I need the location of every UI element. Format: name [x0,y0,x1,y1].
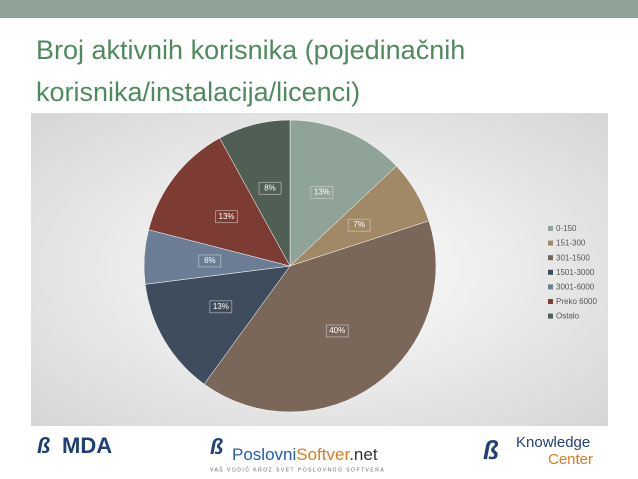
data-label-box [209,300,233,314]
pie-slice [219,119,291,267]
data-label: 7% [353,220,365,229]
legend-swatch [548,255,553,261]
legend-swatch [548,240,553,246]
data-label: 13% [219,212,235,221]
logo-tagline: VAŠ VODIČ KROZ SVET POSLOVNOG SOFTVERA [210,466,385,473]
data-label: 8% [264,183,276,192]
legend-swatch [548,226,553,231]
data-label-box [258,181,282,195]
logo: Knowledge [516,434,590,451]
legend-swatch [548,269,553,275]
data-label-box [198,254,222,268]
pie-slice [144,265,291,385]
logo-part: .net [349,445,378,464]
legend: 0-150 151-300 301-1500 1501-3000 3001-6000 Pr… [548,224,597,321]
legend-swatch [548,299,553,304]
logo-mark: ß [210,434,223,459]
logo-mark: ß [37,433,50,458]
logo: MDA [62,433,112,458]
pie-slice [289,119,397,267]
data-label: 6% [204,256,216,265]
title-line: Broj aktivnih korisnika (pojedinačnih [36,35,465,65]
data-label: 40% [329,326,345,335]
legend-label: Ostalo [556,312,580,321]
logo-part: Softver [296,445,350,464]
data-label: 13% [314,187,330,196]
data-label-box [215,210,238,224]
legend-swatch [548,284,553,290]
legend-label: 3001-6000 [556,283,595,292]
legend-label: 151-300 [556,239,586,248]
pie: 13% 7% 40% 13% 6% 13% 8% [143,119,437,413]
pie-slice [148,137,291,267]
top-bar [0,0,638,18]
pie-slice [203,220,437,413]
legend-label: Preko 6000 [556,297,597,306]
logo: Center [548,451,593,468]
logo-part: Poslovni [232,445,296,464]
logo: PoslovniSoftver.net [232,445,378,464]
data-label-box [347,218,371,232]
title-line: korisnika/instalacija/licenci) [36,77,360,107]
data-label-box [325,324,349,338]
legend-swatch [548,313,553,319]
data-label-box [310,186,334,199]
data-label: 13% [213,302,229,311]
legend-label: 301-1500 [556,253,590,262]
legend-label: 0-150 [556,224,577,233]
legend-label: 1501-3000 [556,268,595,277]
logo-mark: ß [483,435,499,465]
